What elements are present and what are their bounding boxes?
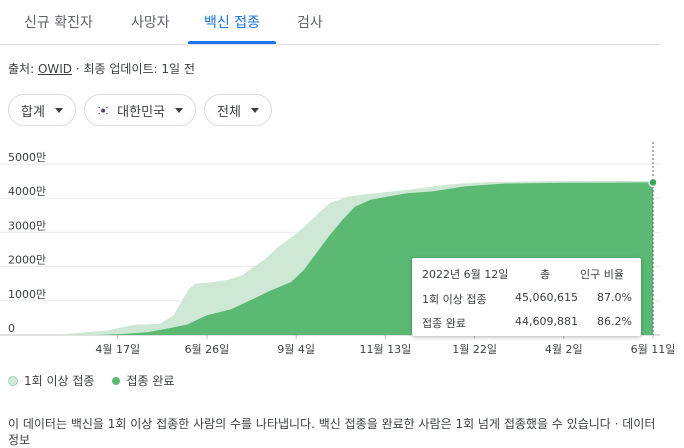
- tab-deaths[interactable]: 사망자: [131, 15, 170, 31]
- tooltip-col-total: 총: [540, 268, 551, 281]
- tooltip-row-name: 접종 완료: [422, 317, 466, 330]
- metric-dropdown[interactable]: 합계: [8, 94, 76, 126]
- y-tick-label: 0: [8, 322, 15, 335]
- chevron-down-icon: [175, 107, 183, 113]
- tab-vaccinations[interactable]: 백신 접종: [204, 15, 260, 31]
- y-axis-ticks: 0 1000만 2000만 3000만 4000만 5000만: [8, 151, 46, 335]
- chart-tooltip: 2022년 6월 12일 총 인구 비율 1회 이상 접종 45,060,615…: [412, 258, 641, 336]
- country-dropdown[interactable]: 대한민국: [84, 94, 196, 126]
- chart-legend: 1회 이상 접종 접종 완료: [8, 372, 174, 389]
- tooltip-row-total: 45,060,615: [515, 291, 578, 304]
- x-tick-label: 1월 22일: [452, 342, 497, 356]
- tooltip-row-name: 1회 이상 접종: [422, 293, 487, 306]
- y-tick-label: 3000만: [8, 219, 46, 232]
- x-tick-label: 11월 13일: [359, 342, 411, 356]
- tooltip-row-total: 44,609,881: [515, 315, 578, 328]
- y-tick-label: 2000만: [8, 254, 46, 267]
- scope-dropdown-label: 전체: [217, 104, 241, 120]
- source-link[interactable]: OWID: [37, 62, 73, 76]
- country-dropdown-label: 대한민국: [117, 104, 165, 120]
- y-tick-label: 1000만: [8, 288, 46, 301]
- y-tick-label: 5000만: [8, 151, 46, 164]
- legend-label-at-least-one: 1회 이상 접종: [24, 374, 95, 388]
- tab-bar: 신규 확진자 사망자 백신 접종 검사: [0, 0, 660, 45]
- metric-dropdown-label: 합계: [21, 104, 45, 120]
- tooltip-col-ratio: 인구 비율: [580, 268, 624, 281]
- source-prefix: 출처:: [8, 62, 38, 76]
- source-line: 출처: OWID · 최종 업데이트: 1일 전: [8, 60, 195, 77]
- x-tick-label: 4월 2일: [545, 342, 583, 356]
- tooltip-row-ratio: 87.0%: [597, 291, 632, 304]
- scope-dropdown[interactable]: 전체: [204, 94, 272, 126]
- x-tick-label: 6월 26일: [185, 342, 230, 356]
- x-tick-label: 4월 17일: [95, 342, 140, 356]
- legend-swatch-at-least-one: [8, 375, 18, 386]
- legend-swatch-fully: [112, 376, 121, 385]
- x-axis-ticks: 4월 17일 6월 26일 9월 4일 11월 13일 1월 22일 4월 2일 6월 11…: [95, 335, 675, 356]
- footnote: 이 데이터는 백신을 1회 이상 접종한 사람의 수를 나타냅니다. 백신 접종…: [8, 417, 656, 447]
- tab-new-cases[interactable]: 신규 확진자: [24, 15, 93, 31]
- korea-flag-icon: [97, 105, 110, 115]
- y-tick-label: 4000만: [8, 185, 46, 198]
- chevron-down-icon: [250, 107, 259, 113]
- x-tick-label: 9월 4일: [277, 342, 315, 356]
- x-tick-label: 6월 11일: [631, 342, 676, 356]
- last-updated: · 최종 업데이트: 1일 전: [72, 62, 195, 76]
- chevron-down-icon: [54, 107, 63, 113]
- active-tab-indicator: [188, 41, 276, 44]
- tab-tests[interactable]: 검사: [297, 15, 323, 31]
- legend-label-fully: 접종 완료: [126, 374, 175, 388]
- tooltip-row-ratio: 86.2%: [597, 315, 632, 328]
- hover-point: [648, 177, 658, 188]
- tooltip-date: 2022년 6월 12일: [422, 268, 509, 281]
